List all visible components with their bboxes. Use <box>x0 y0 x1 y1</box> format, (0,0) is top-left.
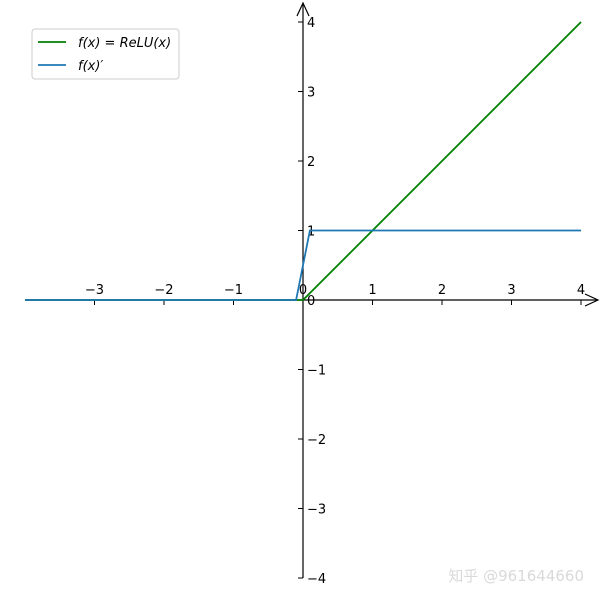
x-tick-label: 2 <box>438 283 446 298</box>
y-tick-label: −2 <box>307 433 326 448</box>
y-tick-label: 1 <box>307 225 315 240</box>
x-tick-label: 3 <box>507 283 515 298</box>
x-tick-label: 4 <box>577 283 585 298</box>
x-axis-arrow-icon <box>584 293 600 307</box>
legend-label: f(x) = ReLU(x) <box>78 36 171 51</box>
series-layer <box>25 21 582 301</box>
legend: f(x) = ReLU(x) f(x)′ <box>31 28 180 80</box>
legend-box <box>31 28 180 80</box>
x-tick-label: 1 <box>368 283 376 298</box>
y-tick-label: −1 <box>307 364 326 379</box>
y-tick-label: −3 <box>307 503 326 518</box>
y-axis-arrow-icon <box>296 1 310 17</box>
legend-label: f(x)′ <box>78 59 103 74</box>
axes: −3 −2 −1 0 1 2 3 4 −4 −3 −2 −1 0 1 2 3 4 <box>25 1 600 587</box>
y-tick-label: −4 <box>307 572 326 587</box>
watermark: 知乎 @961644660 <box>448 567 584 585</box>
series-line-2 <box>25 229 581 301</box>
y-tick-label: 0 <box>307 294 315 309</box>
x-tick-label: 0 <box>299 283 307 298</box>
x-tick-label: −1 <box>224 283 243 298</box>
y-tick-label: 3 <box>307 86 315 101</box>
x-tick-label: −2 <box>154 283 173 298</box>
x-tick-label: −3 <box>85 283 104 298</box>
y-tick-label: 4 <box>307 16 315 31</box>
y-tick-label: 2 <box>307 155 315 170</box>
